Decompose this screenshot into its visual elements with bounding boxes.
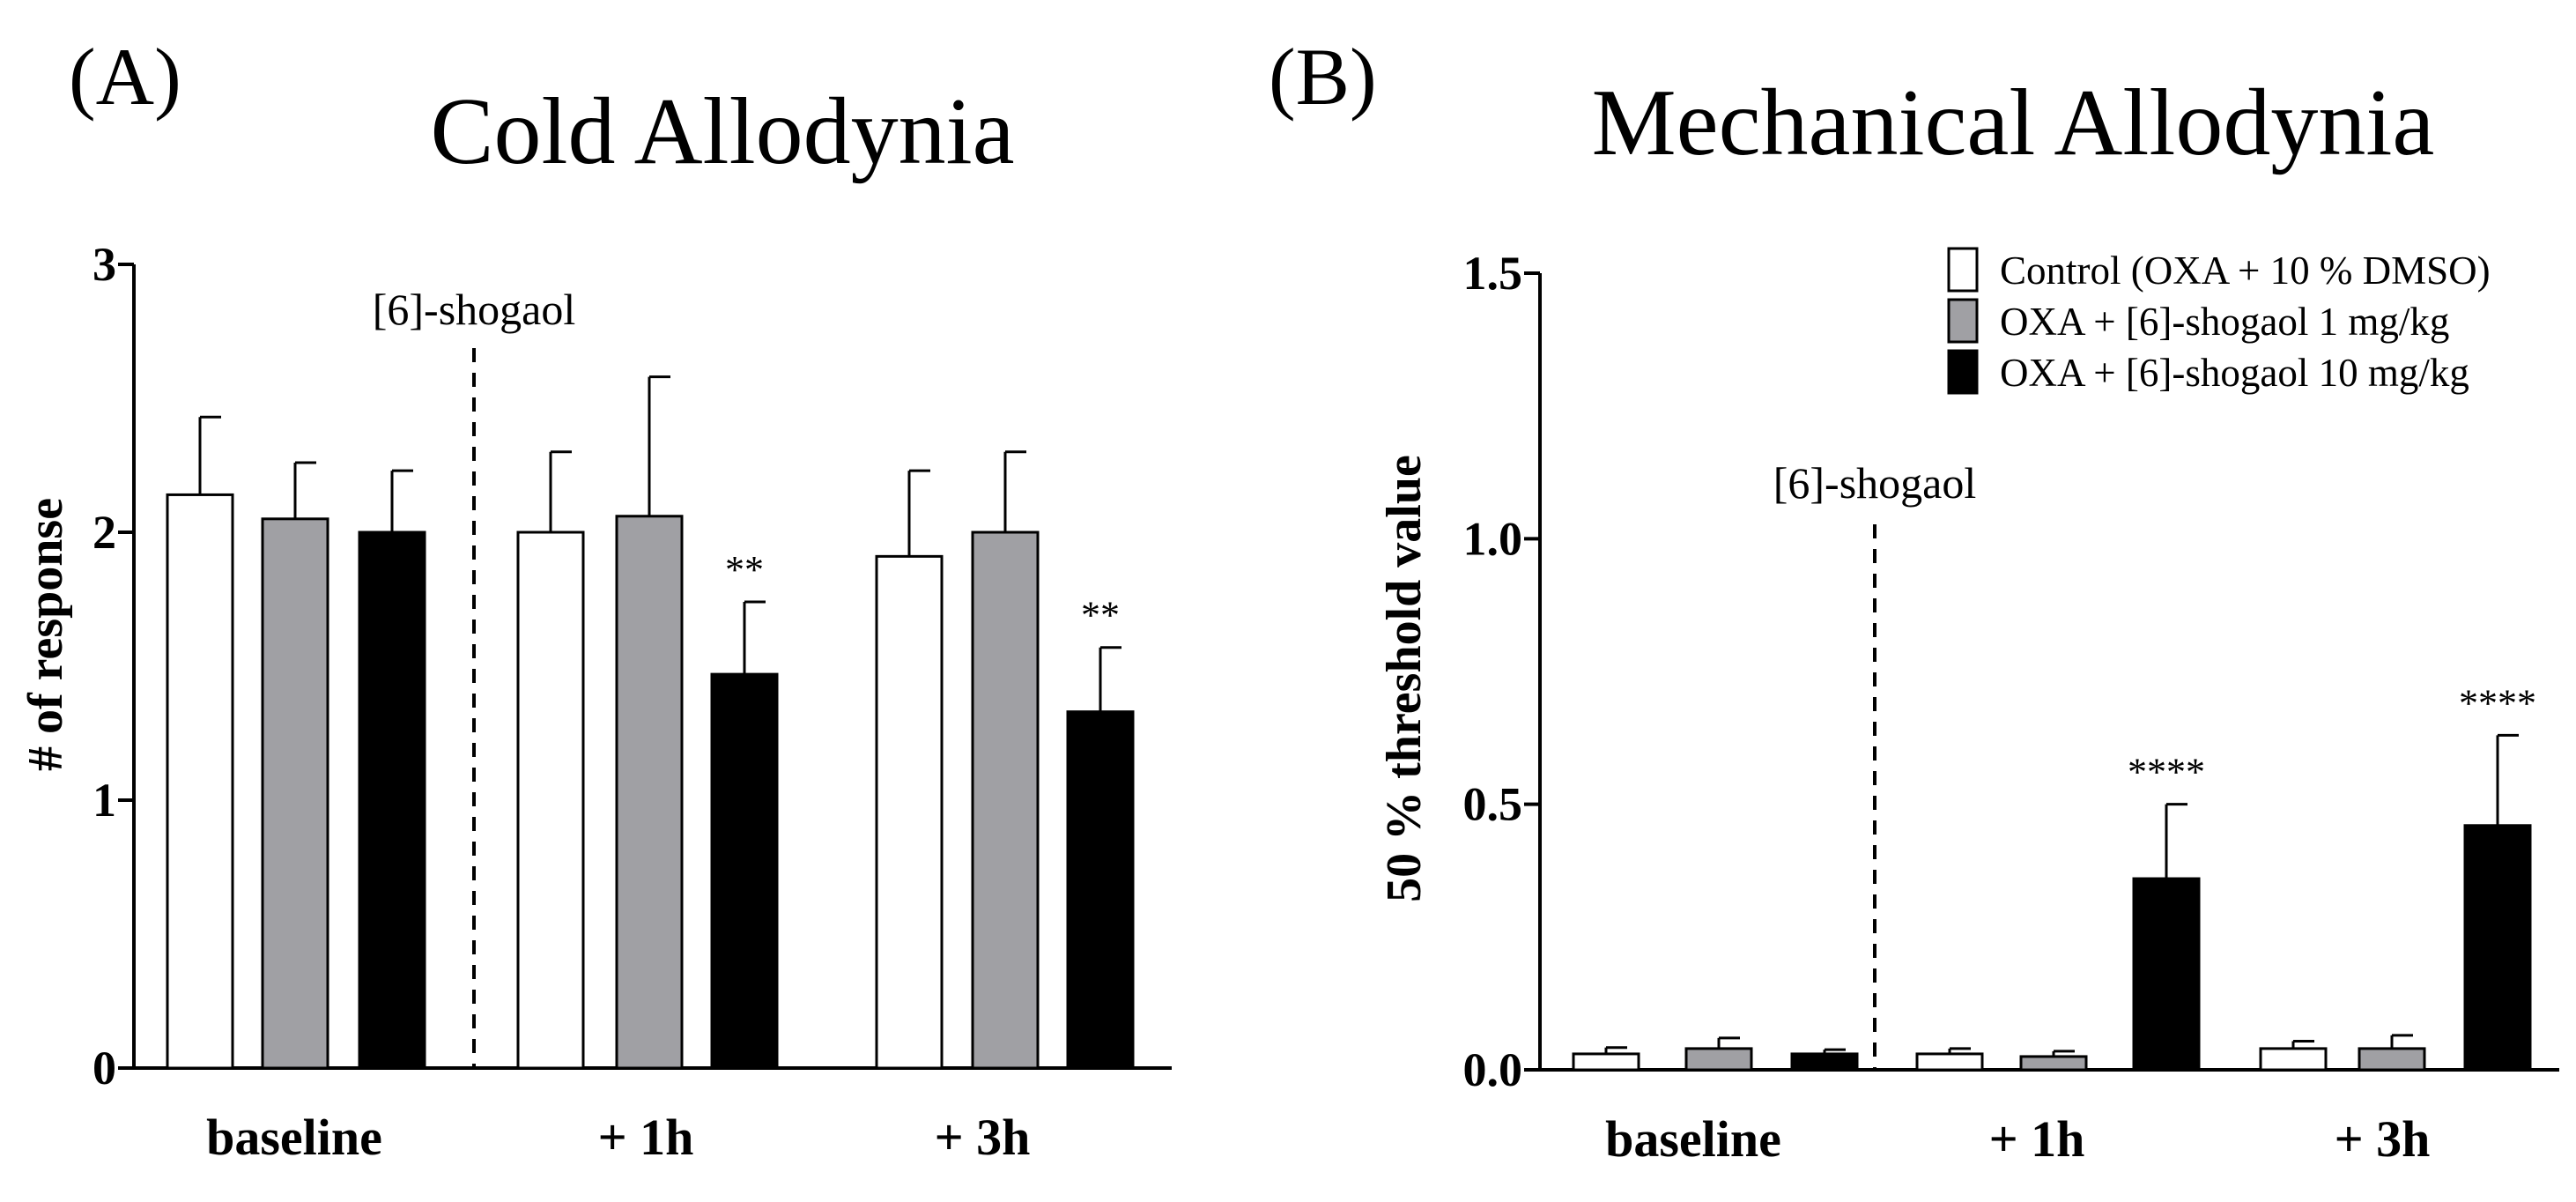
- panel-a-bar-dose10: [710, 672, 779, 1070]
- panel-b-category-label: + 1h: [1989, 1110, 2085, 1168]
- legend-label-dose1: OXA + [6]-shogaol 1 mg/kg: [2000, 300, 2449, 344]
- panel-a-category-label: baseline: [206, 1109, 382, 1166]
- panel-b-bar-dose1: [2358, 1047, 2426, 1072]
- panel-a-significance-label: **: [1081, 594, 1120, 637]
- panel-b-plot: 0.0 0.5 1.0 1.5 **** **** baseline + 1h + 3h: [1463, 247, 2559, 1168]
- panel-b-bar-control: [1572, 1052, 1640, 1072]
- panel-b-bar-dose10: [1790, 1052, 1859, 1072]
- legend: Control (OXA + 10 % DMSO) OXA + [6]-shog…: [1947, 247, 2491, 395]
- panel-b-bar-dose1: [2019, 1055, 2088, 1072]
- panel-b-bar-dose1: [1684, 1047, 1753, 1072]
- panel-a-bar-control: [875, 554, 944, 1070]
- panel-b-category-label: baseline: [1605, 1110, 1781, 1168]
- panel-b-y-axis-label: 50 % threshold value: [1377, 455, 1432, 902]
- panel-b-y-tick-label: 1.5: [1463, 247, 1523, 300]
- panel-b-significance-label: ****: [2128, 751, 2205, 794]
- panel-a-bar-dose10: [358, 531, 426, 1070]
- legend-label-dose10: OXA + [6]-shogaol 10 mg/kg: [2000, 351, 2469, 395]
- panel-b-significance-label: ****: [2459, 681, 2536, 724]
- legend-swatch-control: [1947, 247, 1979, 293]
- panel-a-y-tick-label: 2: [93, 506, 116, 559]
- panel-b-y-tick-label: 1.0: [1463, 512, 1523, 565]
- panel-a-bar-dose10: [1066, 710, 1135, 1070]
- panel-b-bar-control: [2259, 1047, 2328, 1072]
- panel-b-y-tick-label: 0.0: [1463, 1043, 1523, 1096]
- panel-b-category-label: + 3h: [2335, 1110, 2431, 1168]
- panel-a-bar-dose1: [971, 531, 1040, 1070]
- panel-a-y-tick-label: 3: [93, 238, 116, 291]
- panel-b-title: Mechanical Allodynia: [1592, 70, 2435, 175]
- panel-b-bar-dose10: [2132, 877, 2201, 1072]
- legend-swatch-dose10: [1947, 349, 1979, 395]
- legend-swatch-dose1: [1947, 298, 1979, 344]
- panel-a-category-label: + 1h: [598, 1109, 694, 1166]
- panel-a-bar-dose1: [615, 515, 684, 1070]
- panel-a-bar-control: [166, 493, 234, 1070]
- panel-a-plot: 0 1 2 3 ** ** baseline + 1h + 3h: [93, 238, 1172, 1166]
- panel-a-title: Cold Allodynia: [430, 79, 1014, 184]
- panel-a-y-axis-label: # of response: [19, 498, 73, 771]
- panel-a-letter: (A): [69, 32, 181, 122]
- panel-a-shogaol-label: [6]-shogaol: [373, 285, 576, 334]
- panel-a-y-tick-label: 1: [93, 774, 116, 827]
- panel-a-significance-label: **: [725, 548, 764, 591]
- panel-a-category-label: + 3h: [935, 1109, 1031, 1166]
- panel-a-bar-control: [516, 531, 585, 1070]
- panel-b-bar-control: [1915, 1052, 1984, 1072]
- panel-b-bar-dose10: [2463, 824, 2532, 1072]
- panel-b-y-tick-label: 0.5: [1463, 778, 1523, 831]
- legend-label-control: Control (OXA + 10 % DMSO): [2000, 249, 2491, 293]
- panel-b-letter: (B): [1269, 32, 1377, 122]
- panel-a-y-tick-label: 0: [93, 1042, 116, 1094]
- panel-a-bar-dose1: [261, 517, 329, 1070]
- panel-b-shogaol-label: [6]-shogaol: [1773, 458, 1977, 508]
